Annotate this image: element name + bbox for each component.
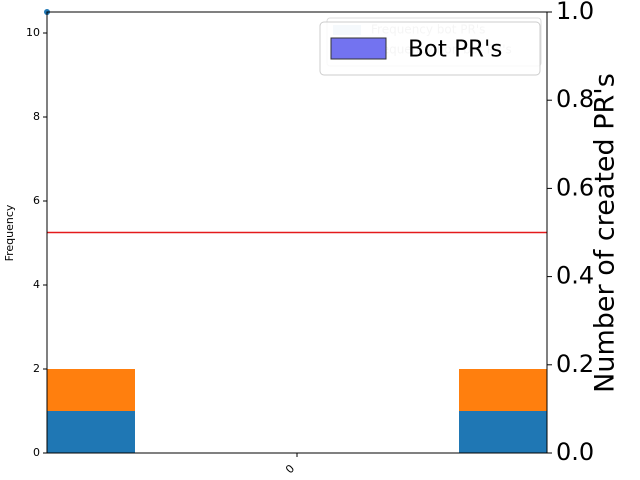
y-tick-label: 6 (33, 194, 40, 207)
x-tick-label: 0 (283, 462, 297, 476)
legend-label: Bot PR's (408, 37, 502, 63)
y-tick-label: 8 (33, 110, 40, 123)
y2-tick-label: 0.0 (556, 438, 594, 466)
y2-tick-label: 0.8 (556, 85, 594, 113)
legend-swatch (330, 37, 387, 60)
bar (459, 411, 547, 453)
bar (47, 411, 135, 453)
y-axis-label: Frequency (3, 204, 16, 261)
y2-tick-label: 0.6 (556, 173, 594, 201)
y2-tick-label: 0.4 (556, 262, 594, 290)
bar (47, 369, 135, 411)
y-tick-label: 4 (33, 278, 40, 291)
y-tick-label: 0 (33, 446, 40, 459)
y-tick-label: 2 (33, 362, 40, 375)
y2-tick-label: 1.0 (556, 0, 594, 25)
y2-tick-label: 0.2 (556, 350, 594, 378)
y-tick-label: 10 (26, 26, 40, 39)
y2-axis-label: Number of created PR's (590, 73, 621, 393)
legend-box (319, 21, 541, 76)
bar (459, 369, 547, 411)
